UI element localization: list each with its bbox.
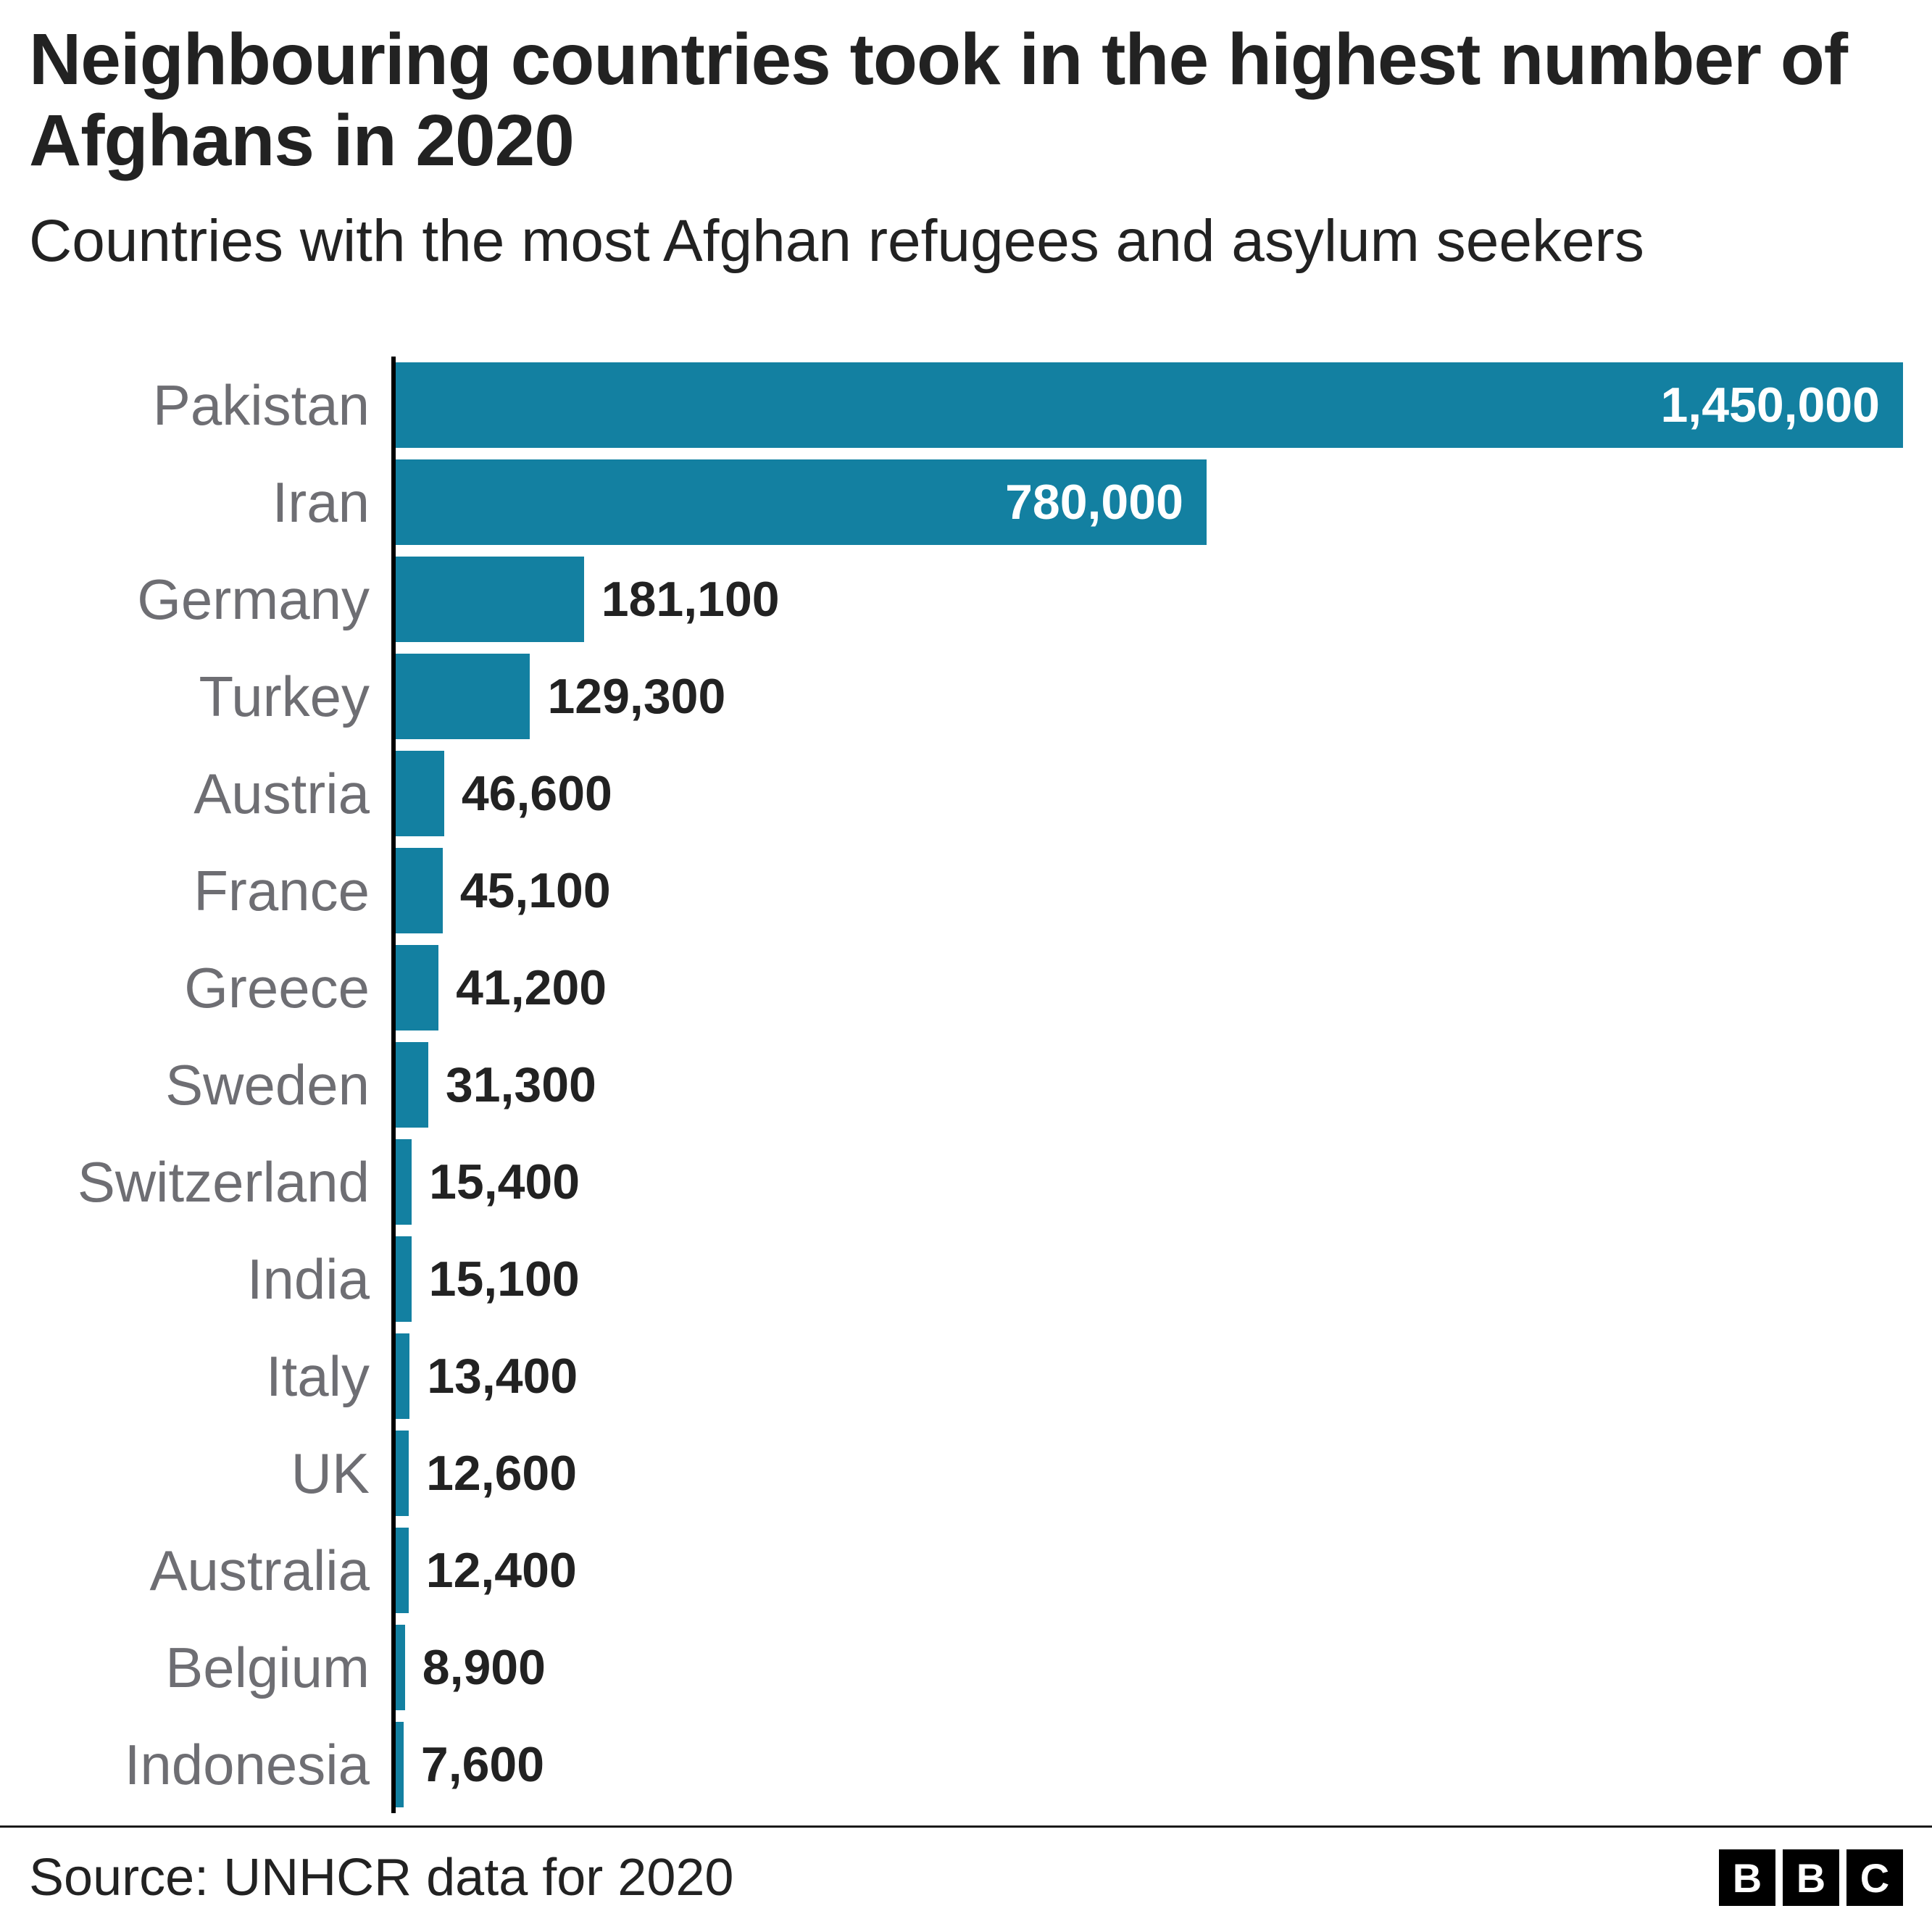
bar-row: India 15,100 [29, 1231, 1903, 1328]
country-label: Italy [265, 1344, 370, 1408]
bar: 780,000 [396, 459, 1207, 546]
bar-row: Greece 41,200 [29, 939, 1903, 1037]
value-label: 15,400 [429, 1154, 580, 1210]
country-label: UK [291, 1441, 370, 1505]
value-label: 181,100 [601, 572, 780, 628]
bar-row: UK 12,600 [29, 1425, 1903, 1523]
bar-track: 181,100 [391, 551, 1903, 649]
bar-track: 7,600 [391, 1716, 1903, 1814]
bar-track: 31,300 [391, 1036, 1903, 1134]
country-label: Austria [193, 761, 370, 825]
bar-row: France 45,100 [29, 842, 1903, 940]
bar [396, 557, 584, 643]
country-label: Pakistan [152, 372, 370, 437]
bar [396, 848, 443, 934]
value-label: 31,300 [445, 1057, 596, 1113]
source-label: Source: UNHCR data for 2020 [29, 1849, 734, 1907]
value-label: 15,100 [428, 1252, 580, 1307]
bar-track: 12,400 [391, 1522, 1903, 1620]
bar-row: Austria 46,600 [29, 745, 1903, 843]
bar [396, 1236, 412, 1323]
bar-track: 15,100 [391, 1231, 1903, 1328]
bar-row: Sweden 31,300 [29, 1036, 1903, 1134]
chart-page: Neighbouring countries took in the highe… [29, 19, 1903, 1814]
bbc-logo-letter: B [1719, 1849, 1775, 1906]
bar [396, 751, 444, 837]
value-label: 780,000 [1005, 475, 1183, 530]
value-label: 46,600 [461, 766, 612, 822]
value-label: 41,200 [456, 960, 607, 1016]
bar: 1,450,000 [396, 362, 1903, 449]
bar [396, 1042, 428, 1128]
country-label: Switzerland [77, 1149, 370, 1214]
bar-track: 15,400 [391, 1133, 1903, 1231]
country-label: Iran [272, 470, 370, 534]
bar [396, 1625, 405, 1711]
bar-row: Germany 181,100 [29, 551, 1903, 649]
bbc-logo-letter: C [1846, 1849, 1903, 1906]
bar-track: 45,100 [391, 842, 1903, 940]
bar-row: Iran 780,000 [29, 454, 1903, 551]
bar-row: Australia 12,400 [29, 1522, 1903, 1620]
value-label: 129,300 [547, 669, 726, 725]
bar-track: 1,450,000 [391, 357, 1903, 454]
bbc-logo-letter: B [1783, 1849, 1839, 1906]
bar [396, 654, 530, 740]
value-label: 8,900 [422, 1640, 546, 1696]
bar [396, 1431, 409, 1517]
value-label: 12,400 [425, 1543, 577, 1599]
chart-subtitle: Countries with the most Afghan refugees … [29, 208, 1644, 274]
bar-track: 780,000 [391, 454, 1903, 551]
bar-track: 12,600 [391, 1425, 1903, 1523]
bar-chart: Pakistan 1,450,000 Iran 780,000 Germany 181,1… [29, 357, 1903, 1814]
bar [396, 1722, 404, 1808]
bar-row: Belgium 8,900 [29, 1619, 1903, 1717]
country-label: Turkey [199, 664, 370, 728]
bar-row: Indonesia 7,600 [29, 1716, 1903, 1814]
bar-track: 8,900 [391, 1619, 1903, 1717]
value-label: 13,400 [427, 1349, 578, 1404]
country-label: France [193, 858, 370, 923]
bar-row: Italy 13,400 [29, 1328, 1903, 1425]
bar-row: Turkey 129,300 [29, 648, 1903, 746]
bar [396, 1139, 412, 1225]
bar-track: 13,400 [391, 1328, 1903, 1425]
country-label: Australia [149, 1538, 370, 1602]
chart-title: Neighbouring countries took in the highe… [29, 19, 1848, 181]
country-label: India [246, 1246, 370, 1311]
country-label: Indonesia [124, 1732, 370, 1796]
country-label: Greece [184, 955, 370, 1020]
value-label: 1,450,000 [1660, 378, 1880, 433]
country-label: Belgium [165, 1635, 370, 1699]
bar-track: 129,300 [391, 648, 1903, 746]
bar [396, 1528, 409, 1614]
bar-track: 41,200 [391, 939, 1903, 1037]
bar-track: 46,600 [391, 745, 1903, 843]
country-label: Sweden [165, 1052, 370, 1117]
country-label: Germany [137, 567, 370, 631]
value-label: 12,600 [426, 1446, 578, 1502]
value-label: 45,100 [459, 863, 611, 919]
bar [396, 945, 439, 1031]
bar [396, 1333, 410, 1420]
bar-row: Switzerland 15,400 [29, 1133, 1903, 1231]
value-label: 7,600 [420, 1737, 545, 1793]
bar-row: Pakistan 1,450,000 [29, 357, 1903, 454]
